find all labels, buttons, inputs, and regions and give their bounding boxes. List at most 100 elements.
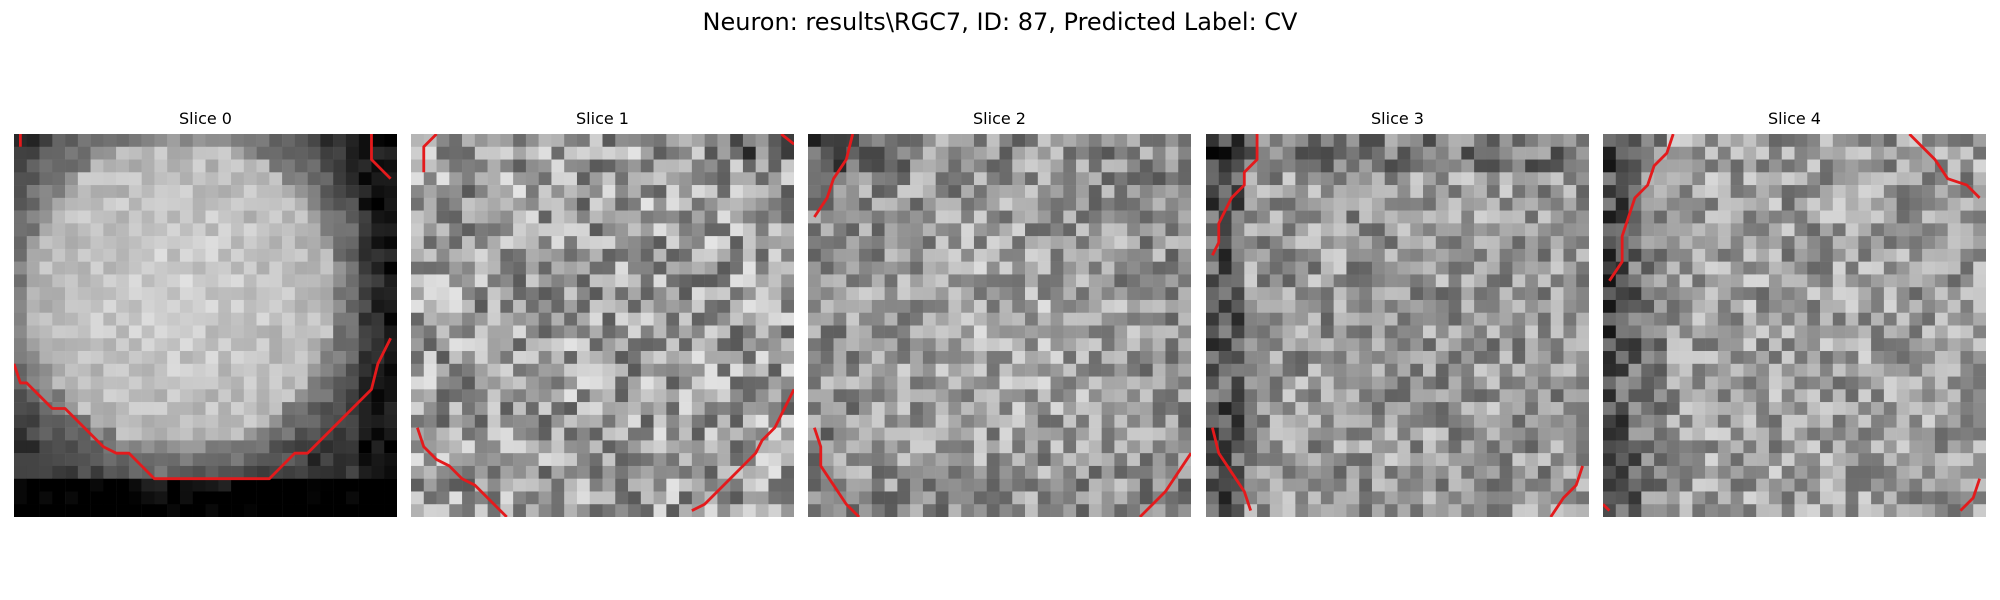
pixel [551, 453, 565, 467]
pixel [897, 363, 911, 377]
pixel [897, 491, 911, 505]
pixel [948, 236, 962, 250]
pixel [742, 172, 756, 186]
pixel [294, 414, 308, 428]
pixel [808, 159, 822, 173]
pixel [77, 453, 91, 467]
pixel [1244, 134, 1258, 148]
pixel [167, 504, 181, 517]
pixel [820, 491, 834, 505]
pixel [1295, 236, 1309, 250]
pixel [691, 159, 705, 173]
pixel [1525, 134, 1539, 148]
pixel [474, 223, 488, 237]
pixel [269, 504, 283, 517]
pixel [884, 299, 898, 313]
pixel [39, 325, 53, 339]
pixel [1654, 274, 1668, 288]
pixel [1794, 146, 1808, 160]
pixel [218, 185, 232, 199]
pixel [1320, 453, 1334, 467]
pixel [717, 236, 731, 250]
pixel [1050, 197, 1064, 211]
pixel [1320, 210, 1334, 224]
pixel [1410, 440, 1424, 454]
pixel [871, 159, 885, 173]
pixel [358, 427, 372, 441]
pixel [141, 338, 155, 352]
pixel [1257, 338, 1271, 352]
pixel [192, 299, 206, 313]
pixel [999, 478, 1013, 492]
pixel [1486, 376, 1500, 390]
pixel [167, 389, 181, 403]
pixel [307, 376, 321, 390]
pixel [167, 325, 181, 339]
pixel [1231, 274, 1245, 288]
pixel [1282, 504, 1296, 517]
pixel [282, 389, 296, 403]
pixel [1218, 363, 1232, 377]
pixel [717, 172, 731, 186]
pixel [768, 312, 782, 326]
pixel [192, 338, 206, 352]
pixel [897, 453, 911, 467]
pixel [1550, 325, 1564, 339]
pixel [294, 465, 308, 479]
pixel [116, 172, 130, 186]
pixel [1717, 363, 1731, 377]
pixel [704, 351, 718, 365]
pixel [1410, 185, 1424, 199]
pixel [704, 414, 718, 428]
pixel [1231, 134, 1245, 148]
pixel [628, 338, 642, 352]
pixel [897, 376, 911, 390]
pixel [256, 338, 270, 352]
pixel [1756, 504, 1770, 517]
pixel [730, 134, 744, 148]
pixel [1960, 223, 1974, 237]
pixel [551, 159, 565, 173]
pixel [1743, 134, 1757, 148]
pixel [116, 427, 130, 441]
pixel [1525, 248, 1539, 262]
pixel [167, 453, 181, 467]
pixel [1474, 427, 1488, 441]
pixel [371, 172, 385, 186]
pixel [564, 261, 578, 275]
pixel [1832, 491, 1846, 505]
pixel [1794, 299, 1808, 313]
pixel [653, 236, 667, 250]
pixel [1896, 325, 1910, 339]
pixel [1628, 376, 1642, 390]
pixel [884, 351, 898, 365]
pixel [1461, 504, 1475, 517]
pixel [1654, 491, 1668, 505]
pixel [320, 351, 334, 365]
pixel [551, 210, 565, 224]
pixel [897, 312, 911, 326]
pixel [1743, 478, 1757, 492]
pixel [910, 504, 924, 517]
pixel [691, 351, 705, 365]
pixel [1717, 402, 1731, 416]
pixel [551, 223, 565, 237]
pixel [1474, 197, 1488, 211]
pixel [141, 261, 155, 275]
pixel [1012, 197, 1026, 211]
pixel [615, 287, 629, 301]
pixel [1550, 427, 1564, 441]
pixel [871, 414, 885, 428]
pixel [910, 185, 924, 199]
pixel [1820, 338, 1834, 352]
pixel [730, 351, 744, 365]
pixel [1474, 274, 1488, 288]
pixel [39, 427, 53, 441]
pixel [1845, 197, 1859, 211]
pixel [1973, 159, 1986, 173]
pixel [487, 299, 501, 313]
pixel [1679, 478, 1693, 492]
pixel [1499, 351, 1513, 365]
pixel [52, 465, 66, 479]
pixel [691, 465, 705, 479]
